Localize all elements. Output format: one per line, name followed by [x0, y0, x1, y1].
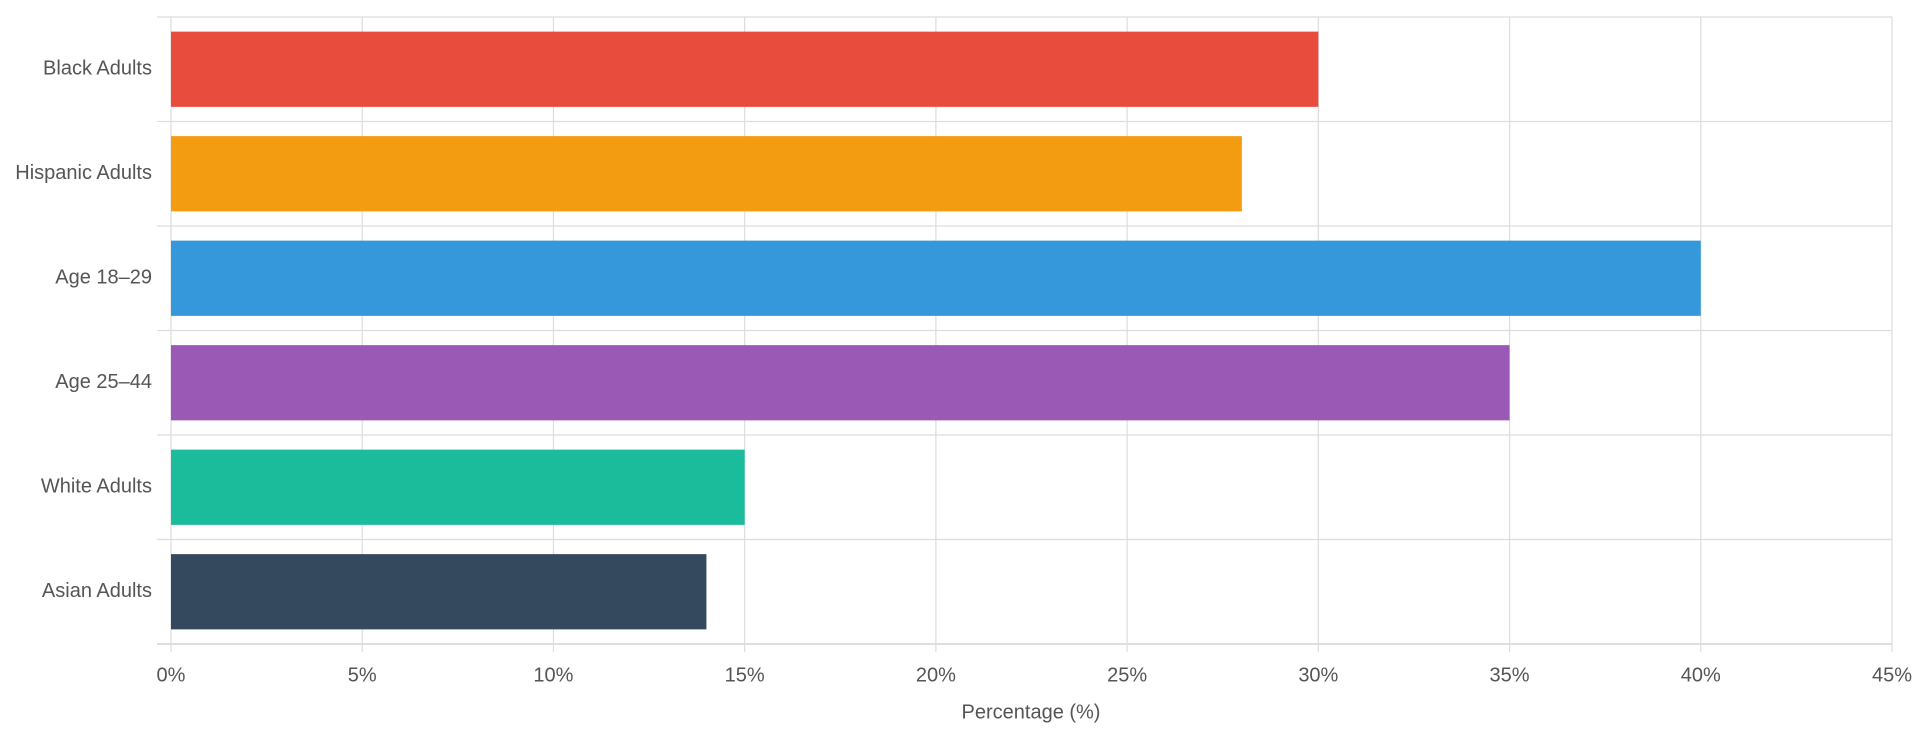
bar — [171, 136, 1242, 212]
x-tick-label: 45% — [1872, 664, 1912, 686]
bar — [171, 31, 1319, 107]
x-tick-label: 10% — [533, 664, 573, 686]
y-tick-label: Age 18–29 — [55, 267, 152, 289]
x-tick-label: 30% — [1298, 664, 1338, 686]
x-tick-label: 0% — [157, 664, 186, 686]
x-tick-label: 35% — [1490, 664, 1530, 686]
y-tick-label: Hispanic Adults — [15, 162, 152, 184]
y-tick-label: White Adults — [41, 476, 152, 498]
bar — [171, 449, 745, 525]
y-tick-label: Age 25–44 — [55, 371, 152, 393]
x-tick-label: 20% — [916, 664, 956, 686]
bar — [171, 554, 707, 630]
bar — [171, 240, 1701, 316]
y-tick-label: Asian Adults — [42, 580, 152, 602]
x-tick-label: 5% — [348, 664, 377, 686]
x-axis-title: Percentage (%) — [962, 701, 1101, 723]
y-tick-label: Black Adults — [43, 58, 152, 80]
x-tick-label: 40% — [1681, 664, 1721, 686]
x-tick-label: 15% — [725, 664, 765, 686]
bar — [171, 345, 1510, 421]
x-tick-label: 25% — [1107, 664, 1147, 686]
